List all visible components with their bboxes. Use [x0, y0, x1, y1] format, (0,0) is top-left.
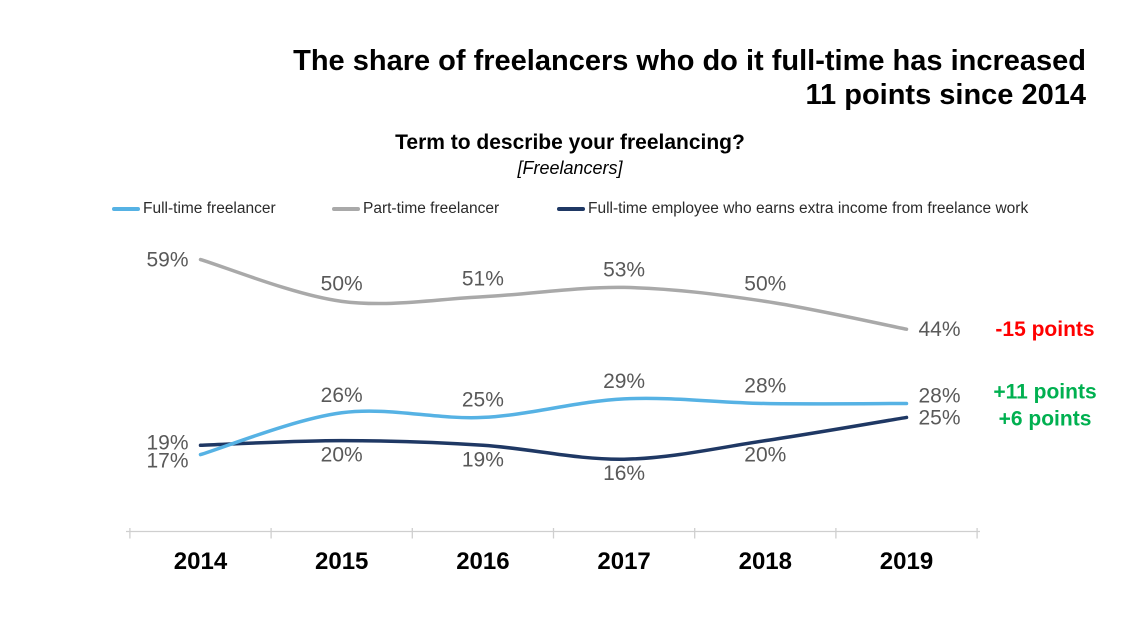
data-label: 17%	[146, 450, 188, 473]
data-label: 53%	[603, 258, 645, 281]
data-label: 28%	[919, 384, 961, 407]
x-axis-label: 2014	[174, 548, 228, 575]
data-label: 25%	[462, 388, 504, 411]
points-change-annotation: +6 points	[999, 407, 1092, 430]
legend-label: Part-time freelancer	[363, 200, 500, 217]
legend-item-full-time-employee: Full-time employee who earns extra incom…	[557, 198, 1028, 220]
data-label: 44%	[919, 318, 961, 341]
data-label: 28%	[744, 374, 786, 397]
series-line-full-time-employee	[198, 415, 909, 461]
data-label: 29%	[603, 370, 645, 393]
survey-audience: [Freelancers]	[517, 158, 623, 178]
data-label: 20%	[744, 444, 786, 467]
x-axis-label: 2019	[880, 548, 933, 575]
data-label: 26%	[321, 384, 363, 407]
legend-label: Full-time employee who earns extra incom…	[588, 200, 1029, 217]
data-label: 50%	[744, 272, 786, 295]
chart-title: The share of freelancers who do it full-…	[293, 45, 1086, 111]
data-label: 50%	[321, 272, 363, 295]
data-label: 59%	[146, 249, 188, 272]
x-axis-label: 2015	[315, 548, 368, 575]
legend-item-full-time-freelancer: Full-time freelancer	[112, 198, 276, 220]
legend-line-marker-icon	[112, 207, 140, 211]
series-line-part-time-freelancer	[198, 257, 909, 331]
data-label: 19%	[462, 448, 504, 471]
legend-item-part-time-freelancer: Part-time freelancer	[332, 198, 499, 220]
legend-line-marker-icon	[557, 207, 585, 211]
data-label: 25%	[919, 406, 961, 429]
x-axis-label: 2018	[739, 548, 792, 575]
subtitle-block: Term to describe your freelancing? [Free…	[170, 131, 970, 179]
legend-line-marker-icon	[332, 207, 360, 211]
data-label: 51%	[462, 268, 504, 291]
points-change-annotation: +11 points	[993, 380, 1096, 403]
x-axis-label: 2016	[456, 548, 509, 575]
points-change-annotation: -15 points	[995, 318, 1094, 341]
data-label: 20%	[321, 444, 363, 467]
x-axis-label: 2017	[597, 548, 650, 575]
survey-question: Term to describe your freelancing?	[395, 131, 745, 154]
series-line-full-time-freelancer	[198, 396, 909, 457]
data-label: 19%	[146, 431, 188, 454]
legend-label: Full-time freelancer	[143, 200, 276, 217]
data-label: 16%	[603, 462, 645, 485]
